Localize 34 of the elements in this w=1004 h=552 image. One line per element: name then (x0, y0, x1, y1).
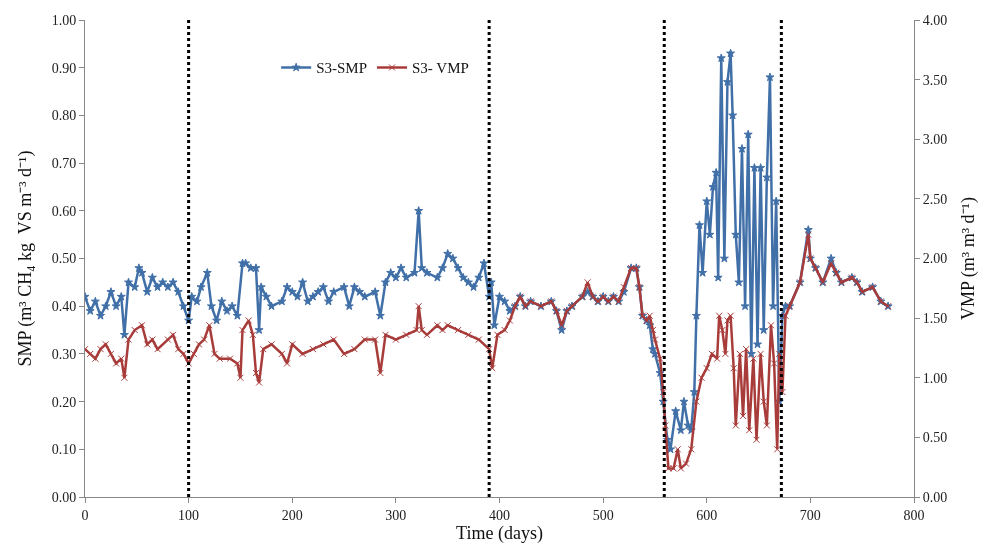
legend-label: S3-SMP (316, 60, 368, 77)
y2-tick-label: 1.50 (922, 311, 948, 327)
y2-tick-label: 4.00 (922, 12, 948, 28)
x-tick-label: 400 (489, 507, 510, 523)
y2-tick-label: 1.00 (922, 370, 948, 386)
y-axis-title: SMP (m³ CH₄ kg VS m⁻³ d⁻¹) (14, 150, 36, 367)
y-tick-label: 0.30 (51, 346, 77, 362)
y2-tick-label: 0.00 (922, 489, 948, 505)
y-tick-label: 0.60 (51, 203, 77, 219)
x-tick-label: 300 (385, 507, 407, 523)
x-tick-label: 200 (281, 507, 303, 523)
y-tick-label: 0.90 (51, 60, 77, 76)
y-tick-label: 0.50 (51, 251, 77, 267)
y2-tick-label: 2.50 (922, 191, 948, 207)
y-tick-label: 0.00 (51, 489, 77, 505)
y2-axis-title: VMP (m³ m³ d⁻¹) (958, 196, 980, 321)
legend-label: S3- VMP (412, 60, 469, 77)
y-tick-label: 0.70 (51, 156, 77, 171)
x-tick-label: 500 (592, 507, 614, 523)
y-tick-label: 1.00 (51, 12, 77, 28)
y2-tick-label: 0.50 (922, 430, 948, 446)
y-tick-label: 0.10 (51, 442, 77, 458)
x-tick-label: 100 (178, 507, 200, 523)
x-tick-label: 800 (903, 507, 925, 523)
y-tick-label: 0.40 (51, 299, 77, 315)
x-axis-title: Time (days) (456, 522, 543, 544)
y-tick-label: 0.20 (51, 394, 77, 410)
y2-tick-label: 3.50 (922, 72, 948, 88)
x-tick-label: 600 (696, 507, 718, 523)
y2-tick-label: 3.00 (922, 132, 948, 148)
y2-tick-label: 2.00 (922, 251, 948, 267)
y-tick-label: 0.80 (51, 108, 77, 124)
x-tick-label: 0 (81, 507, 89, 523)
x-tick-label: 700 (799, 507, 821, 523)
